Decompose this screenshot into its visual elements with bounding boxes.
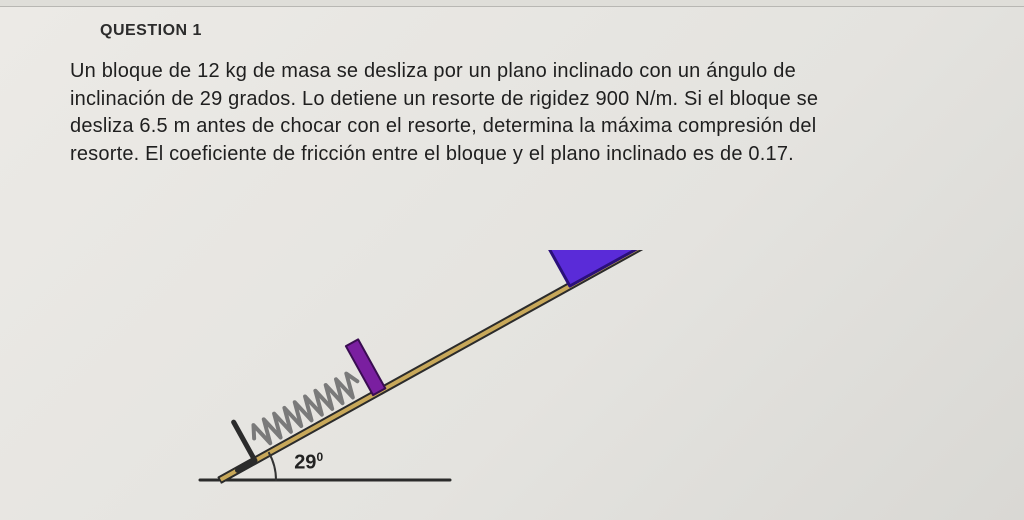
- incline-diagram: 290: [150, 250, 800, 510]
- diagram-svg: [150, 250, 800, 510]
- top-divider: [0, 0, 1024, 7]
- angle-label: 290: [294, 450, 323, 475]
- question-heading: QUESTION 1: [100, 22, 202, 40]
- problem-statement: Un bloque de 12 kg de masa se desliza po…: [70, 58, 830, 168]
- page: QUESTION 1 Un bloque de 12 kg de masa se…: [0, 0, 1024, 520]
